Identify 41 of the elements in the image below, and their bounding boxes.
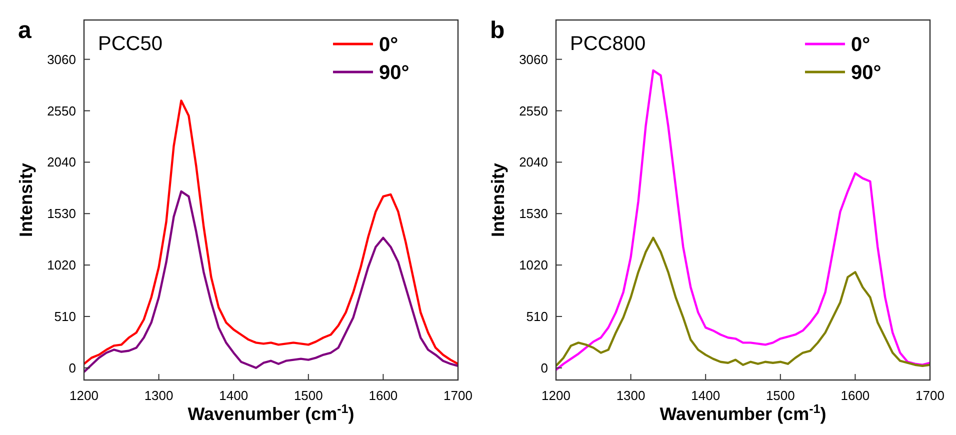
x-tick-label: 1600 [368, 388, 398, 403]
x-axis-title: Wavenumber (cm$^{-1}$) [188, 402, 354, 424]
y-tick-label: 1530 [47, 206, 76, 222]
x-tick-label: 1400 [691, 388, 720, 403]
x-tick-label: 1600 [840, 388, 870, 403]
annotation: PCC800 [570, 33, 646, 55]
x-tick-label: 1200 [542, 388, 570, 403]
x-tick-label: 1700 [444, 388, 472, 403]
y-tick-label: 0 [68, 360, 76, 376]
y-tick-label: 3060 [519, 52, 548, 67]
y-axis-title: Intensity [16, 162, 36, 238]
legend-label: 90° [379, 62, 410, 84]
y-tick-label: 2040 [47, 154, 76, 170]
y-tick-label: 2550 [519, 103, 548, 118]
x-tick-label: 1200 [70, 388, 98, 403]
y-tick-label: 3060 [47, 52, 76, 67]
y-tick-label: 2550 [47, 103, 76, 118]
x-tick-label: 1300 [616, 388, 646, 403]
y-tick-label: 510 [526, 308, 548, 324]
y-tick-label: 2040 [519, 154, 548, 170]
y-axis-title: Intensity [488, 162, 508, 238]
line-series [84, 100, 458, 365]
legend-label: 90° [851, 62, 882, 84]
x-tick-label: 1400 [219, 388, 248, 403]
legend-label: 0° [379, 34, 398, 56]
x-tick-label: 1700 [916, 388, 944, 403]
line-series [556, 236, 930, 367]
x-axis-title: Wavenumber (cm$^{-1}$) [660, 402, 826, 424]
x-tick-label: 1500 [294, 388, 323, 403]
legend-label: 0° [851, 34, 870, 56]
x-tick-label: 1300 [144, 388, 174, 403]
chart-title: b [490, 17, 505, 44]
y-tick-label: 1530 [519, 206, 548, 222]
annotation: PCC50 [98, 33, 162, 55]
y-tick-label: 1020 [47, 258, 76, 273]
y-tick-label: 510 [54, 308, 76, 324]
y-tick-label: 1020 [519, 258, 548, 273]
y-tick-label: 0 [540, 360, 548, 376]
line-series [84, 190, 458, 374]
x-tick-label: 1500 [766, 388, 795, 403]
chart-title: a [18, 17, 32, 44]
